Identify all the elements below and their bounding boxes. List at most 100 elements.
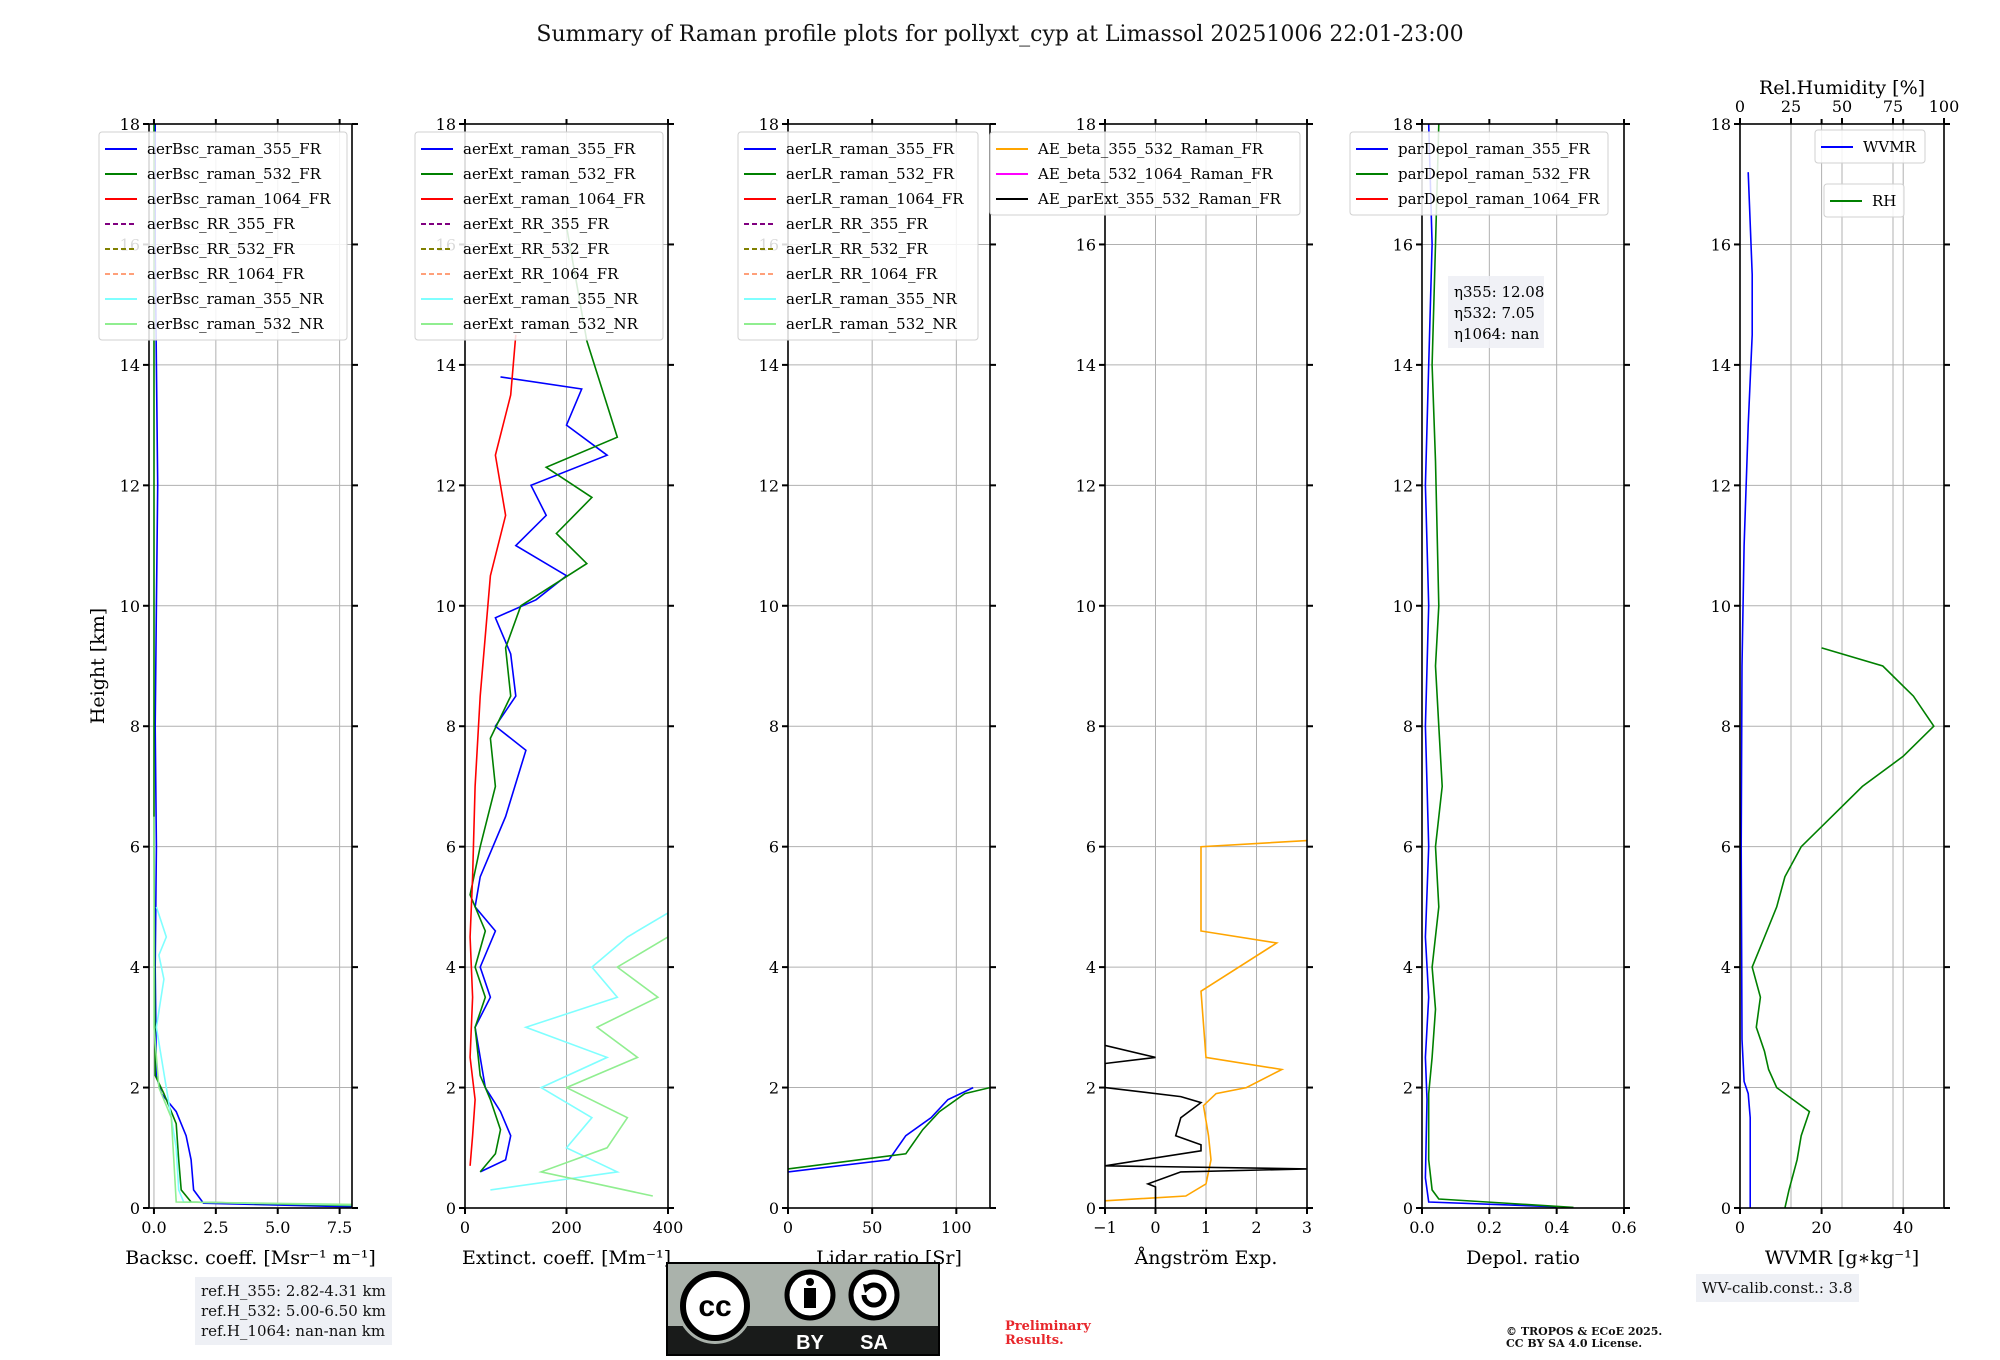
legend-entry: aerExt_RR_532_FR [463, 240, 610, 258]
x-tick-label: 0 [460, 1218, 470, 1237]
figure-title: Summary of Raman profile plots for polly… [536, 22, 1464, 47]
x-axis-label: Ångström Exp. [1134, 1247, 1278, 1269]
legend-box [1814, 129, 1926, 164]
x-tick-label: 7.5 [327, 1218, 352, 1237]
y-tick-label: 8 [130, 717, 140, 736]
legend-entry: aerBsc_RR_355_FR [147, 215, 295, 233]
wv-calib-text: WV-calib.const.: 3.8 [1702, 1279, 1853, 1297]
preliminary-note: Preliminary Results. [1005, 1320, 1091, 1348]
y-tick-label: 2 [446, 1079, 456, 1098]
y-tick-label: 10 [1393, 597, 1413, 616]
wv-calib-box: WV-calib.const.: 3.8 [1696, 1274, 1859, 1302]
y-tick-label: 16 [1076, 235, 1096, 254]
x-tick-label: 100 [941, 1218, 972, 1237]
legend-entry: AE_beta_355_532_Raman_FR [1037, 140, 1264, 158]
panel-depol: 0.0 0.2 0.4 0.6 0 2 4 6 8 10 12 14 16 18 Depol. ratio p… [1349, 115, 1637, 1269]
cc-icon: cc [677, 1268, 753, 1344]
legend-entry: aerLR_RR_1064_FR [786, 265, 938, 283]
series-line-parDepol_raman_355_FR [1424, 124, 1557, 1208]
legend-entry: aerBsc_raman_355_FR [147, 140, 322, 158]
legend-entry: aerLR_RR_355_FR [786, 215, 928, 233]
legend-entry: aerExt_RR_355_FR [463, 215, 610, 233]
y-tick-label: 14 [1711, 356, 1731, 375]
legend-depol: parDepol_raman_355_FR parDepol_raman_532_… [1349, 131, 1609, 216]
x-tick-label: 5.0 [265, 1218, 290, 1237]
y-tick-label: 12 [759, 476, 779, 495]
y-tick-label: 2 [769, 1079, 779, 1098]
annotation-box [1448, 276, 1544, 348]
x-tick-label: 0.6 [1611, 1218, 1636, 1237]
x-tick-label: 2 [1251, 1218, 1261, 1237]
y-tick-label: 16 [1393, 235, 1413, 254]
legend-entry: aerBsc_raman_355_NR [147, 290, 324, 308]
legend-lidar_ratio: aerLR_raman_355_FR aerLR_raman_532_FR aerL… [737, 131, 979, 341]
series-line-aerExt_raman_532_NR [538, 912, 668, 1197]
legend-box [989, 131, 1301, 216]
by-icon [784, 1269, 836, 1321]
legend-rh: RH [1823, 183, 1905, 218]
y-tick-label: 10 [1711, 597, 1731, 616]
y-tick-label: 14 [436, 356, 456, 375]
series-group [1740, 172, 1935, 1208]
legend-box [737, 131, 979, 341]
legend-box [98, 131, 348, 341]
legend-entry: aerBsc_raman_532_NR [147, 315, 324, 333]
legend-entry: aerLR_RR_532_FR [786, 240, 928, 258]
series-line-aerExt_raman_355_NR [490, 912, 668, 1191]
legend-entry: AE_beta_532_1064_Raman_FR [1037, 165, 1273, 183]
series-line-aerExt_raman_1064_FR [469, 334, 517, 1166]
x-tick-label: −1 [1093, 1218, 1117, 1237]
series-line-aerExt_raman_532_FR [469, 226, 619, 1173]
axes-frame [148, 123, 353, 1209]
series-group [469, 226, 668, 1197]
axes-frame [787, 123, 991, 1209]
y-tick-label: 16 [1711, 235, 1731, 254]
y-tick-label: 4 [769, 958, 779, 977]
sa-icon [848, 1269, 900, 1321]
y-tick-label: 2 [130, 1079, 140, 1098]
y-tick-label: 4 [1403, 958, 1413, 977]
legend-entry: aerLR_raman_532_FR [786, 165, 955, 183]
copyright-line-2: CC BY SA 4.0 License. [1506, 1337, 1643, 1350]
series-line-AE_beta_355_532_Raman_FR [1105, 839, 1307, 1202]
y-tick-label: 14 [1076, 356, 1096, 375]
y-tick-label: 8 [1721, 717, 1731, 736]
y-axis-label: Height [km] [87, 608, 109, 724]
legend-entry: aerLR_raman_1064_FR [786, 190, 964, 208]
legend-entry: aerExt_raman_355_FR [463, 140, 636, 158]
preliminary-line-2: Results. [1005, 1333, 1064, 1348]
x2-tick-label: 50 [1832, 97, 1852, 116]
y-tick-label: 2 [1721, 1079, 1731, 1098]
series-line-aerBsc_raman_355_NR [155, 906, 352, 1206]
y-tick-label: 4 [130, 958, 140, 977]
y-tick-label: 0 [1403, 1199, 1413, 1218]
panel-backscatter: 0.02.55.07.5024681012141618Backsc. coeff… [98, 115, 376, 1269]
ref-height-1064: ref.H_1064: nan-nan km [201, 1322, 386, 1340]
x2-tick-label: 0 [1735, 97, 1745, 116]
x-tick-label: 0.4 [1544, 1218, 1569, 1237]
legend-entry: aerLR_raman_355_NR [786, 290, 957, 308]
legend-entry: aerBsc_RR_1064_FR [147, 265, 305, 283]
y-tick-label: 14 [759, 356, 779, 375]
y-tick-label: 12 [1076, 476, 1096, 495]
x-tick-label: 0.0 [141, 1218, 166, 1237]
y-tick-label: 18 [120, 115, 140, 134]
y-tick-label: 12 [120, 476, 140, 495]
legend-box [1823, 183, 1905, 218]
series-line-WVMR [1740, 172, 1753, 1208]
y-tick-label: 0 [1086, 1199, 1096, 1218]
y-tick-label: 0 [446, 1199, 456, 1218]
series-line-aerBsc_raman_532_NR [153, 816, 352, 1206]
x-tick-label: 0 [1735, 1218, 1745, 1237]
legend-entry: parDepol_raman_532_FR [1398, 165, 1591, 183]
y-tick-label: 10 [759, 597, 779, 616]
svg-text:cc: cc [698, 1290, 731, 1323]
y-tick-label: 8 [1086, 717, 1096, 736]
axes-frame [1421, 123, 1625, 1209]
x-tick-label: 1 [1201, 1218, 1211, 1237]
y-tick-label: 6 [1086, 838, 1096, 857]
x-tick-label: 20 [1811, 1218, 1831, 1237]
legend-entry: WVMR [1863, 138, 1917, 156]
series-line-parDepol_raman_532_FR [1427, 124, 1574, 1208]
